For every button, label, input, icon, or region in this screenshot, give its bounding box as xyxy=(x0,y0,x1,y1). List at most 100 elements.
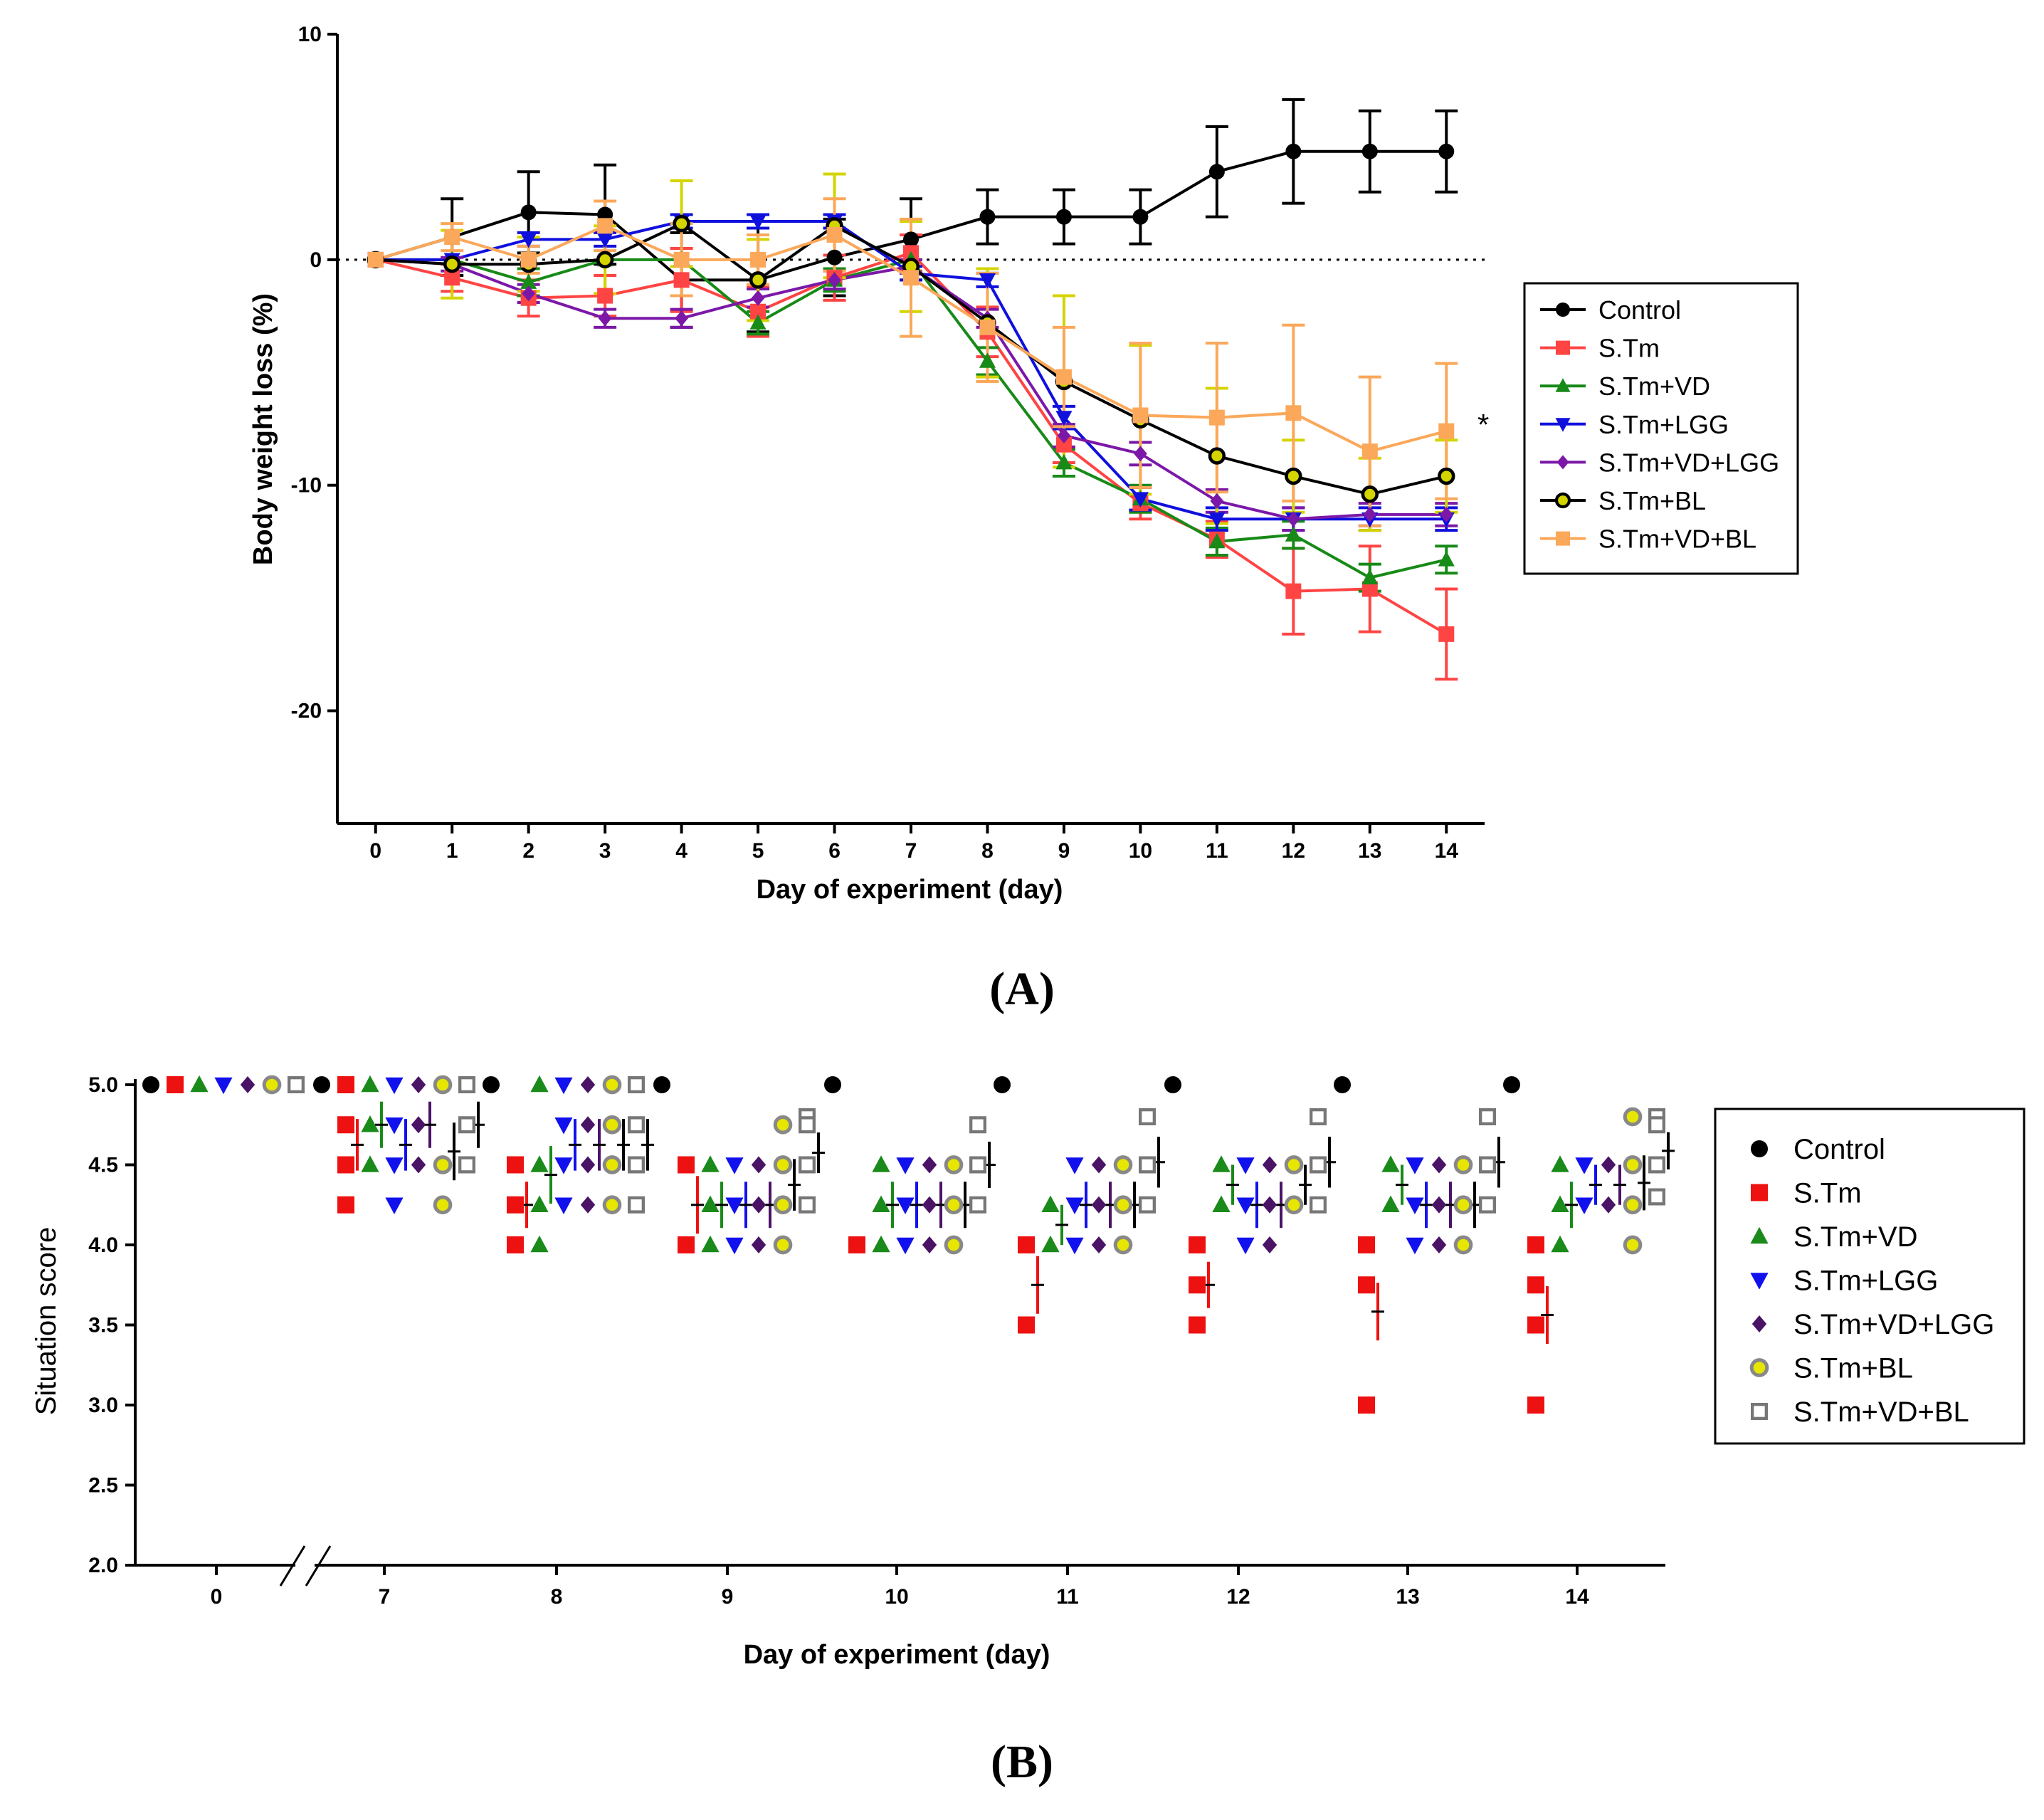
data-point xyxy=(1623,1235,1643,1255)
data-point xyxy=(1623,1155,1643,1174)
panel-b-legend: Control S.Tm S.Tm+VD S.Tm+LGG S.Tm+VD+LGG S.T… xyxy=(1714,1108,2025,1445)
data-point xyxy=(385,1117,404,1135)
data-point xyxy=(1055,436,1072,453)
data-point xyxy=(602,1075,622,1095)
y-tick-label: 5.0 xyxy=(88,1073,118,1097)
data-point xyxy=(1055,453,1073,470)
panel-b-legend-box xyxy=(1714,1108,2025,1445)
panel-a-legend-entries: Control S.Tm S.Tm+VD S.Tm+LGG S.Tm+VD+LGG S.T… xyxy=(1540,295,1779,554)
data-point xyxy=(507,1156,524,1174)
data-point xyxy=(337,1076,354,1093)
data-point xyxy=(1208,512,1226,528)
x-tick-label: 7 xyxy=(905,839,917,863)
data-point xyxy=(361,1075,379,1093)
data-point xyxy=(828,272,841,288)
data-point xyxy=(580,1196,596,1214)
data-point xyxy=(337,1156,354,1174)
data-point xyxy=(1361,143,1378,159)
data-point xyxy=(1361,581,1378,597)
data-point xyxy=(1139,1156,1157,1174)
legend-marker xyxy=(1751,1140,1768,1157)
data-point xyxy=(725,1157,744,1174)
data-point xyxy=(1478,1156,1496,1174)
data-point xyxy=(969,1116,987,1134)
data-point xyxy=(1575,1157,1593,1174)
data-point xyxy=(411,1076,426,1093)
data-point xyxy=(483,1076,500,1093)
data-point xyxy=(896,1157,915,1174)
data-point xyxy=(678,1236,695,1253)
data-point xyxy=(1236,1157,1255,1174)
data-point xyxy=(750,303,766,320)
data-point xyxy=(597,218,613,234)
data-point xyxy=(444,270,460,286)
data-point xyxy=(1208,532,1226,549)
legend-marker xyxy=(1556,455,1569,470)
x-tick-label: 8 xyxy=(981,839,994,863)
series-s-tm-bl xyxy=(262,1075,1650,1255)
data-point xyxy=(1431,1156,1447,1174)
panel-a-y-ticks: 10 0 -10 -20 xyxy=(291,23,337,723)
data-point xyxy=(1113,1195,1133,1215)
data-point xyxy=(190,1075,209,1093)
data-point xyxy=(1236,1237,1255,1255)
panel-b-x-ticks: 0 7 8 9 10 11 12 13 14 xyxy=(211,1565,1589,1609)
data-point xyxy=(1381,1195,1400,1212)
x-tick-label: 12 xyxy=(1282,839,1305,863)
data-point xyxy=(673,214,690,233)
legend-marker xyxy=(1554,492,1571,509)
data-point xyxy=(896,1197,915,1214)
data-point xyxy=(848,1236,865,1253)
data-point xyxy=(627,1076,645,1094)
data-point xyxy=(240,1076,256,1093)
data-point xyxy=(142,1076,159,1093)
data-point xyxy=(1208,164,1225,180)
data-point xyxy=(433,1195,453,1215)
data-point xyxy=(1361,443,1378,460)
data-point xyxy=(580,1116,596,1134)
data-point xyxy=(602,1195,622,1215)
panel-a-x-axis-title: Day of experiment (day) xyxy=(757,875,1063,905)
data-point xyxy=(922,1196,937,1214)
data-point xyxy=(1439,506,1453,522)
x-tick-label: 2 xyxy=(522,839,534,863)
data-point xyxy=(1310,1196,1327,1214)
data-point xyxy=(361,1115,379,1132)
x-tick-label: 12 xyxy=(1226,1585,1250,1609)
data-point xyxy=(675,310,688,327)
data-point xyxy=(520,273,537,289)
data-point xyxy=(1358,1236,1375,1253)
data-point xyxy=(979,209,996,225)
data-point xyxy=(337,1116,354,1134)
data-point xyxy=(872,1195,890,1212)
panel-b-marks xyxy=(142,1075,1675,1414)
data-point xyxy=(530,1235,549,1253)
data-point xyxy=(751,290,765,306)
data-point xyxy=(411,1156,426,1174)
panel-b-label: (B) xyxy=(991,1736,1053,1788)
data-point xyxy=(1453,1155,1473,1174)
data-point xyxy=(1055,411,1073,426)
data-point xyxy=(596,232,613,248)
legend-marker xyxy=(1751,1315,1767,1332)
data-point xyxy=(1478,1196,1496,1214)
data-point xyxy=(433,1155,453,1174)
data-point xyxy=(1189,1276,1206,1294)
data-point xyxy=(580,1156,596,1174)
data-point xyxy=(385,1077,404,1095)
data-point xyxy=(520,251,537,268)
data-point xyxy=(507,1236,524,1253)
data-point xyxy=(337,1196,354,1214)
legend-label: S.Tm+VD xyxy=(1793,1221,1917,1253)
legend-label: S.Tm+VD+BL xyxy=(1793,1396,1969,1428)
data-point xyxy=(826,249,843,265)
data-point xyxy=(554,1197,573,1214)
data-point xyxy=(749,271,767,289)
x-tick-label: 0 xyxy=(211,1585,223,1609)
data-point xyxy=(1527,1236,1544,1253)
data-point xyxy=(1164,1076,1181,1093)
data-point xyxy=(799,1116,816,1134)
data-point xyxy=(1208,447,1226,465)
y-tick-label: -10 xyxy=(291,474,322,498)
